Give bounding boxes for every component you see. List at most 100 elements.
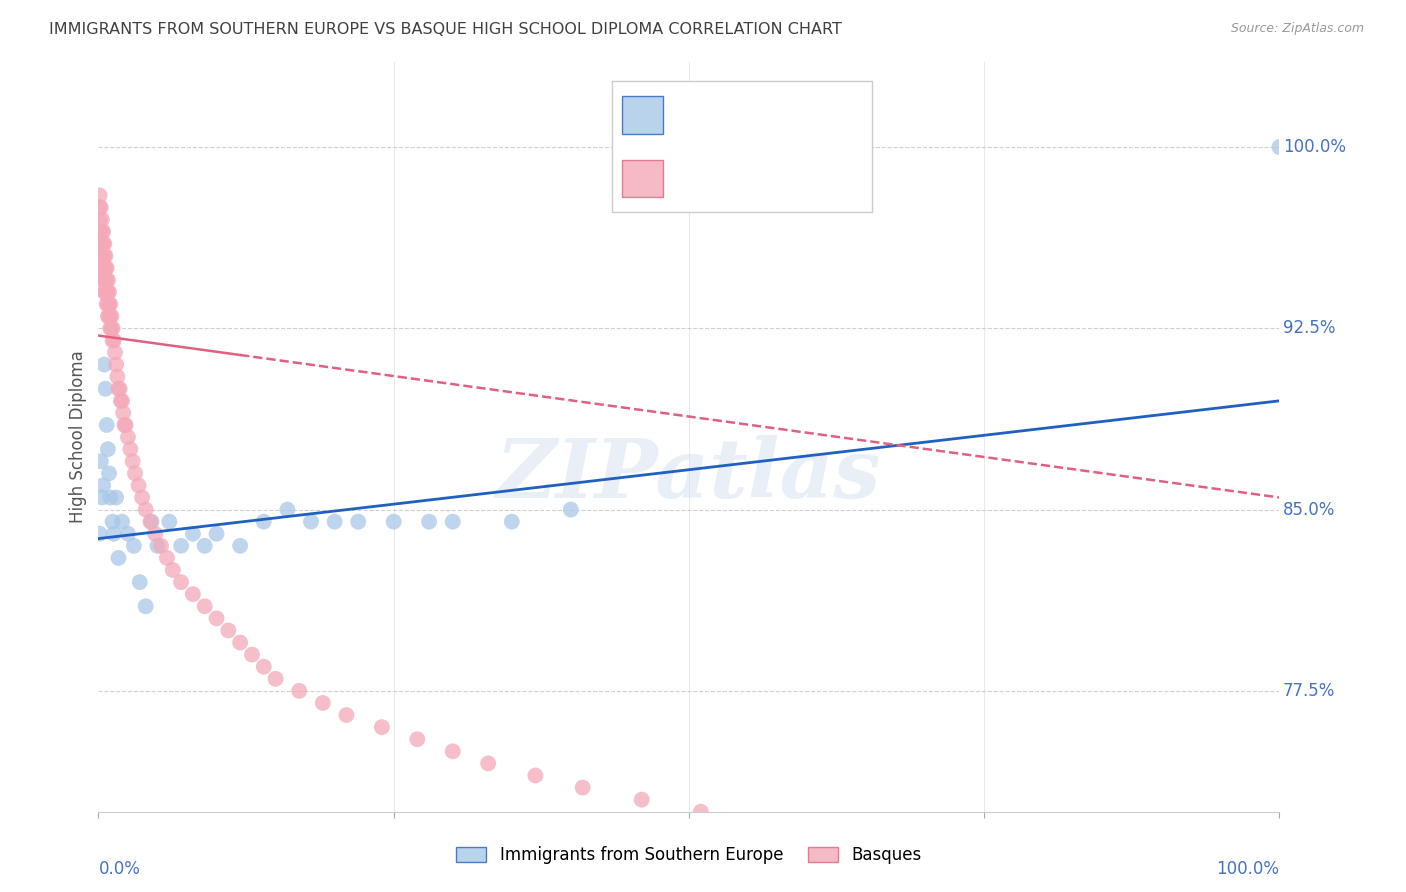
Point (96, 273, 118, 287)
Point (630, 792, 652, 806)
Point (89, 201, 111, 215)
Text: 0.160: 0.160 (713, 106, 769, 124)
Point (90, 236, 112, 251)
Point (114, 417, 136, 432)
Point (108, 382, 131, 396)
Point (441, 744, 464, 758)
Point (406, 732, 429, 747)
Point (441, 515, 464, 529)
Point (501, 515, 523, 529)
Point (97, 285, 120, 299)
Point (111, 515, 134, 529)
Y-axis label: High School Diploma: High School Diploma (69, 351, 87, 524)
Point (122, 539, 145, 553)
Point (91, 249, 114, 263)
Point (264, 672, 287, 686)
Point (253, 515, 276, 529)
Point (128, 478, 150, 492)
Point (335, 708, 357, 723)
Point (371, 720, 394, 734)
Point (98, 310, 121, 324)
Point (107, 550, 129, 565)
Point (194, 599, 217, 614)
Point (105, 358, 128, 372)
Text: R =: R = (673, 106, 713, 124)
Text: 92.5%: 92.5% (1284, 319, 1336, 337)
Point (170, 539, 193, 553)
Point (91, 491, 114, 505)
Text: N =: N = (765, 169, 804, 187)
Point (418, 515, 440, 529)
Point (91, 273, 114, 287)
Point (98, 297, 121, 311)
Point (105, 491, 128, 505)
Point (93, 273, 115, 287)
Point (112, 417, 135, 432)
Point (156, 550, 179, 565)
Point (91, 225, 114, 239)
Point (146, 539, 169, 553)
Point (90, 454, 112, 468)
Point (288, 684, 311, 698)
Point (104, 345, 127, 359)
Point (101, 321, 124, 335)
Point (276, 502, 298, 516)
Point (181, 587, 204, 601)
Point (91, 212, 114, 227)
Point (217, 624, 239, 638)
Point (181, 526, 204, 541)
Point (312, 696, 335, 710)
Text: 77.5%: 77.5% (1284, 681, 1336, 700)
Point (240, 648, 263, 662)
Point (1268, 140, 1291, 154)
Point (98, 491, 121, 505)
Point (91, 236, 114, 251)
Point (560, 502, 582, 516)
Point (162, 563, 184, 577)
Text: R =: R = (673, 169, 713, 187)
Point (97, 310, 120, 324)
Point (120, 442, 142, 457)
Point (93, 236, 115, 251)
Text: 85.0%: 85.0% (1284, 500, 1336, 518)
Point (105, 369, 128, 384)
Point (96, 260, 118, 275)
Point (524, 768, 547, 782)
Point (323, 515, 346, 529)
Point (97, 297, 120, 311)
Point (124, 467, 146, 481)
Point (229, 539, 252, 553)
Point (91, 236, 114, 251)
Text: IMMIGRANTS FROM SOUTHERN EUROPE VS BASQUE HIGH SCHOOL DIPLOMA CORRELATION CHART: IMMIGRANTS FROM SOUTHERN EUROPE VS BASQU… (49, 22, 842, 37)
Point (90, 201, 112, 215)
Point (382, 515, 405, 529)
Point (128, 575, 150, 590)
Legend: Immigrants from Southern Europe, Basques: Immigrants from Southern Europe, Basques (450, 839, 928, 871)
Point (94, 273, 117, 287)
Text: 38: 38 (801, 106, 827, 124)
Point (98, 467, 121, 481)
Point (89, 188, 111, 202)
Point (100, 310, 122, 324)
Point (91, 260, 114, 275)
Point (689, 805, 711, 819)
Point (91, 260, 114, 275)
Point (89, 212, 111, 227)
Point (98, 321, 121, 335)
Point (107, 382, 129, 396)
Point (141, 515, 163, 529)
Point (121, 454, 143, 468)
Point (93, 285, 115, 299)
Point (94, 260, 117, 275)
Point (91, 225, 114, 239)
Point (571, 780, 593, 795)
Point (96, 285, 118, 299)
Point (157, 515, 180, 529)
Point (89, 526, 111, 541)
Text: 100.0%: 100.0% (1216, 861, 1279, 879)
Point (90, 249, 112, 263)
Text: 100.0%: 100.0% (1284, 138, 1346, 156)
Point (347, 515, 370, 529)
Text: 0.0%: 0.0% (98, 861, 141, 879)
Point (98, 285, 121, 299)
